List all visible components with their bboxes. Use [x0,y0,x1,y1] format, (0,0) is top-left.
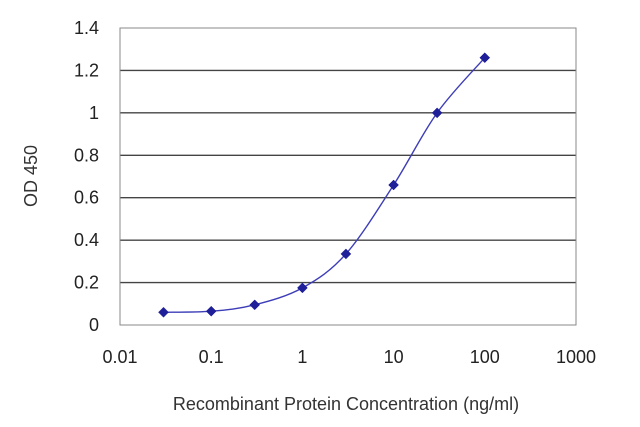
data-point [340,248,352,260]
y-tick-label: 0.8 [74,145,99,165]
data-point [431,107,443,119]
y-axis-title: OD 450 [21,145,41,207]
y-tick-labels: 0 0.2 0.4 0.6 0.8 1 1.2 1.4 [74,18,99,335]
y-tick-label: 0.4 [74,230,99,250]
x-axis-title: Recombinant Protein Concentration (ng/ml… [173,394,519,414]
x-tick-label: 10 [384,347,404,367]
y-tick-label: 1 [89,103,99,123]
y-tick-label: 0.6 [74,188,99,208]
x-tick-label: 1000 [556,347,596,367]
x-tick-labels: 0.01 0.1 1 10 100 1000 [102,347,596,367]
data-point [205,305,217,317]
data-point [479,52,491,64]
y-tick-label: 1.4 [74,18,99,38]
series-layer [158,52,491,318]
x-tick-label: 1 [297,347,307,367]
y-tick-label: 0 [89,315,99,335]
y-tick-label: 0.2 [74,273,99,293]
data-point [249,299,261,311]
data-point [158,306,169,318]
series-curve [163,57,486,313]
grid-lines [120,69,576,284]
x-tick-label: 0.01 [102,347,137,367]
y-tick-label: 1.2 [74,60,99,80]
x-tick-label: 0.1 [199,347,224,367]
data-point [297,282,308,294]
plot-area-frame [119,27,577,326]
data-point [388,179,399,191]
x-tick-label: 100 [470,347,500,367]
